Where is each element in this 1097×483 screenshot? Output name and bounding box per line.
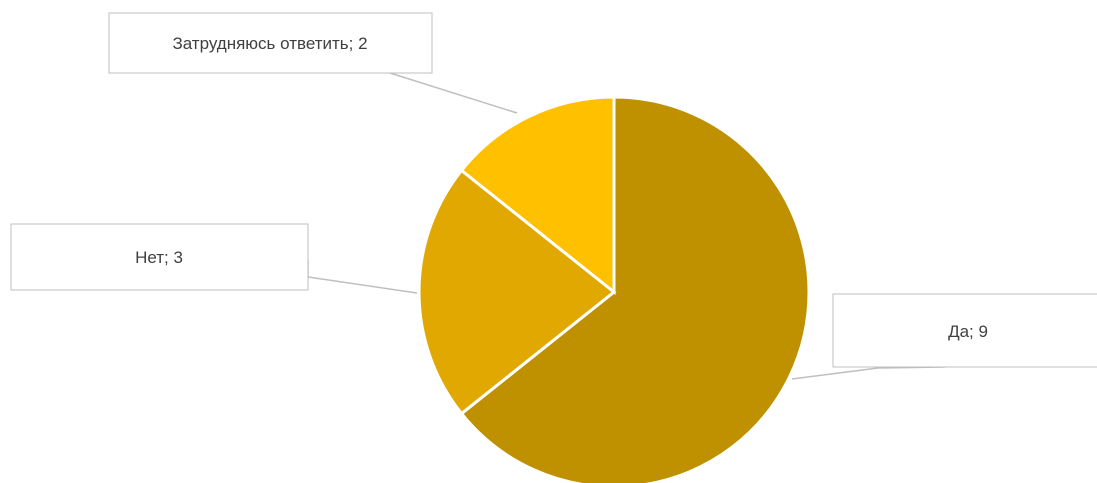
data-label-da: Да; 9	[832, 293, 1097, 368]
data-label-net: Нет; 3	[10, 223, 309, 291]
leader-line-zatrudnyayus	[389, 72, 518, 114]
pie-slice-zatrudnyayus	[459, 95, 616, 296]
pie-slices	[417, 95, 811, 483]
leader-line-da	[791, 366, 946, 380]
data-label-zatrudnyayus: Затрудняюсь ответить; 2	[108, 12, 433, 74]
data-label-zatrudnyayus-text: Затрудняюсь ответить; 2	[172, 34, 367, 53]
leader-line-net	[307, 260, 418, 294]
data-labels: Да; 9 Нет; 3 Затрудняюсь ответить; 2	[10, 12, 1097, 368]
pie-slice-net	[417, 168, 617, 416]
data-label-da-text: Да; 9	[948, 322, 988, 341]
pie-slice-da	[459, 95, 811, 483]
data-label-net-text: Нет; 3	[135, 248, 183, 267]
